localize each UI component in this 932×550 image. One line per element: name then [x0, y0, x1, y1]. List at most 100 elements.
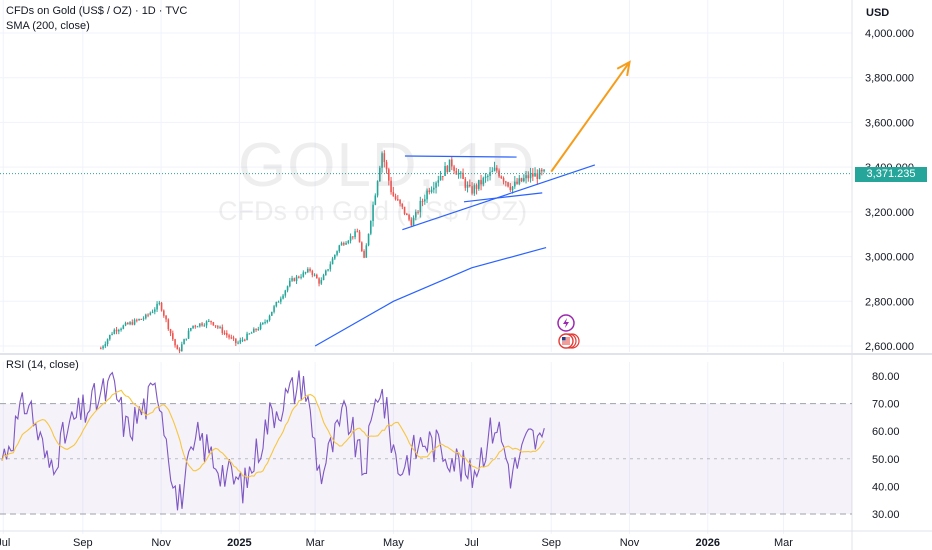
candle-body	[464, 179, 467, 188]
candle-body	[158, 302, 161, 304]
candle-body	[293, 278, 296, 282]
candle-body	[111, 333, 113, 335]
candle-body	[145, 314, 147, 319]
candle-body	[246, 333, 248, 341]
candle-body	[118, 330, 120, 332]
candle-body	[421, 200, 424, 202]
candle-body	[136, 319, 138, 321]
candle-body	[298, 276, 300, 278]
candle-body	[345, 242, 347, 245]
candle-body	[250, 332, 253, 334]
candle-body	[316, 274, 318, 279]
candle-body	[340, 243, 343, 246]
candle-body	[311, 270, 314, 275]
candle-body	[284, 290, 287, 296]
candle-body	[543, 169, 545, 172]
candle-body	[424, 199, 426, 202]
candle-body	[154, 309, 156, 312]
candle-body	[266, 320, 269, 323]
candle-body	[187, 330, 190, 339]
candle-body	[239, 339, 242, 343]
candle-body	[491, 170, 494, 173]
candle-body	[275, 301, 278, 307]
candle-body	[221, 327, 224, 333]
candle-body	[295, 276, 298, 282]
candle-body	[259, 324, 262, 330]
candle-body	[205, 321, 208, 326]
rsi-legend[interactable]: RSI (14, close)	[6, 359, 79, 371]
candle-body	[419, 200, 422, 213]
price-axis-tick: 3,600.000	[865, 117, 914, 129]
candle-body	[181, 344, 183, 352]
candle-body	[417, 211, 419, 213]
candle-body	[518, 178, 521, 184]
candle-body	[120, 328, 122, 331]
price-axis-tick: 2,800.000	[865, 296, 914, 308]
candle-body	[453, 166, 455, 171]
candle-body	[156, 303, 158, 310]
event-icons[interactable]	[557, 314, 580, 349]
candle-body	[388, 169, 390, 181]
price-axis-tick: 4,000.000	[865, 28, 914, 40]
candle-body	[329, 264, 332, 270]
candle-body	[536, 173, 539, 179]
candle-body	[237, 342, 239, 344]
candle-body	[426, 190, 428, 200]
candle-body	[381, 153, 383, 168]
candle-body	[520, 178, 523, 182]
candle-body	[457, 173, 460, 175]
candle-body	[433, 187, 435, 190]
candle-body	[516, 181, 518, 184]
candle-body	[230, 337, 233, 339]
candle-body	[196, 326, 199, 328]
time-axis-tick: 2026	[696, 537, 720, 549]
candle-body	[142, 318, 145, 320]
candle-body	[410, 219, 413, 226]
candle-body	[165, 315, 167, 320]
candle-body	[406, 213, 408, 216]
candle-body	[248, 333, 251, 335]
candle-body	[302, 272, 305, 277]
symbol-title[interactable]: CFDs on Gold (US$ / OZ) · 1D · TVC	[6, 5, 188, 17]
candle-body	[489, 172, 491, 176]
rsi-ma-line	[1, 389, 545, 478]
candle-body	[466, 184, 469, 188]
candle-body	[435, 182, 437, 188]
us-flag-icon	[558, 333, 574, 349]
watermark-symbol: GOLD, 1D	[238, 131, 536, 200]
candle-body	[277, 301, 280, 303]
candle-body	[176, 345, 179, 350]
candle-body	[122, 325, 125, 329]
rsi-axis-tick: 40.00	[872, 481, 900, 493]
candle-body	[286, 286, 289, 291]
candle-body	[219, 327, 221, 329]
sma-legend[interactable]: SMA (200, close)	[6, 20, 90, 32]
candle-body	[498, 170, 500, 177]
trendline-drawings[interactable]	[402, 60, 631, 231]
candle-body	[167, 319, 170, 330]
candle-body	[183, 339, 185, 345]
candle-body	[140, 318, 143, 320]
price-axis-tick: 3,800.000	[865, 73, 914, 85]
currency-label[interactable]: USD	[866, 7, 890, 19]
candle-body	[149, 312, 152, 315]
candle-body	[334, 254, 336, 259]
candle-body	[235, 338, 237, 344]
price-axis-tick: 3,200.000	[865, 207, 914, 219]
candle-body	[138, 318, 140, 321]
candle-body	[241, 339, 244, 341]
candle-body	[367, 233, 370, 246]
candle-body	[374, 195, 377, 205]
chart-legend: CFDs on Gold (US$ / OZ) · 1D · TVC SMA (…	[6, 4, 187, 34]
candle-body	[451, 159, 453, 167]
candle-body	[212, 322, 215, 326]
candle-body	[100, 348, 102, 350]
candle-body	[538, 169, 541, 179]
candle-body	[376, 181, 379, 196]
candle-body	[255, 328, 257, 330]
time-axis-tick: May	[383, 537, 404, 549]
candle-body	[401, 203, 404, 207]
candle-body	[534, 173, 536, 177]
candle-body	[352, 236, 354, 238]
